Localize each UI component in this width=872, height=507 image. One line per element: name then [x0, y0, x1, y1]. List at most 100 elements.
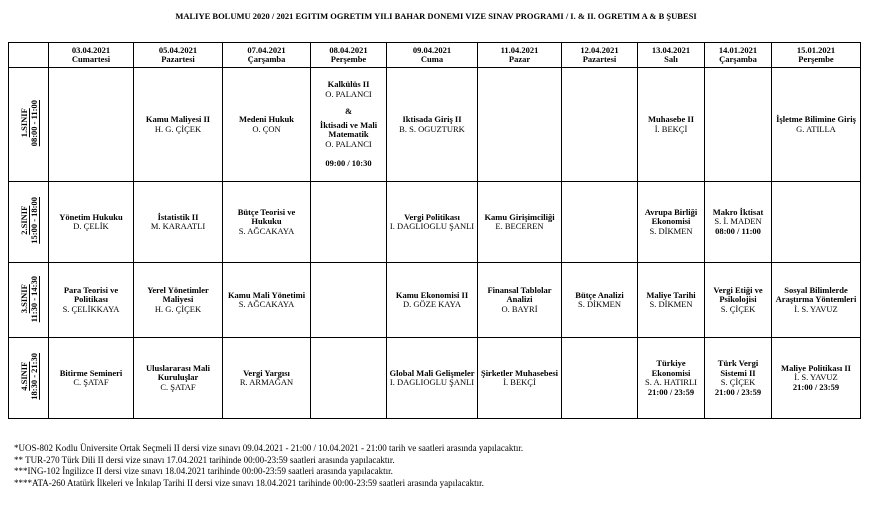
exam-cell	[561, 67, 638, 182]
course-name: Uluslararası Mali Kuruluşlar	[146, 362, 210, 383]
exam-cell	[310, 181, 387, 263]
footnotes: *UOS-802 Kodlu Üniversite Ortak Seçmeli …	[14, 443, 523, 489]
exam-cell: Kamu Maliyesi II H. G. ÇİÇEK	[133, 67, 223, 182]
teacher-name: D. ÇELİK	[73, 221, 109, 231]
course-name: İşletme Bilimine Giriş	[776, 114, 856, 124]
exam-time: 21:00 / 23:59	[792, 381, 840, 392]
schedule-table: 03.04.2021 Cumartesi 05.04.2021 Pazartesi 07…	[8, 42, 861, 419]
course-name: Muhasebe II	[647, 114, 695, 124]
class-name: 4.SINIF	[18, 362, 29, 392]
course-name: Türkiye Ekonomisi	[651, 358, 691, 378]
column-date: 08.04.2021	[329, 44, 368, 55]
teacher-name: S. ÇELİKKAYA	[62, 303, 120, 314]
class-time: 08:00 - 11:00	[28, 100, 39, 147]
course-name: Kamu Girişimciliği	[484, 211, 555, 222]
exam-cell: İstatistik II M. KARAATLI	[133, 181, 223, 263]
teacher-name: S. DİKMEN	[649, 299, 693, 309]
footnote: ** TUR-270 Türk Dili II dersi vize sınav…	[14, 454, 395, 465]
exam-cell: Maliye Tarihi S. DİKMEN	[637, 262, 705, 338]
corner-cell	[8, 42, 49, 68]
course-name: Bitirme Semineri	[59, 367, 123, 378]
course-name: Avrupa Birliği Ekonomisi	[644, 206, 698, 227]
teacher-name: O. PALANCI	[325, 138, 372, 149]
course-name: İktisadi ve Mali Matematik	[319, 119, 378, 140]
exam-cell: Finansal Tablolar Analizi O. BAYRİ	[477, 262, 562, 338]
course-name: Şirketler Muhasebesi	[480, 367, 559, 378]
teacher-name: B. S. OGUZTURK	[399, 123, 465, 134]
teacher-name: C. ŞATAF	[160, 381, 196, 392]
row-label: 1.SINIF 08:00 - 11:00	[19, 100, 39, 146]
column-header: 09.04.2021 Cuma	[386, 42, 478, 68]
course-name: Kamu Mali Yönetimi	[227, 289, 306, 300]
column-date: 14.01.2021	[718, 44, 758, 55]
course-name: Medeni Hukuk	[238, 114, 295, 124]
teacher-name: İ. BEKÇİ	[503, 377, 536, 387]
exam-time: 21:00 / 23:59	[714, 386, 762, 397]
course-name: Vergi Politikası	[404, 211, 460, 222]
header-row: 03.04.2021 Cumartesi 05.04.2021 Pazartesi 07…	[8, 42, 861, 68]
schedule-row: 3.SINIF 11:30 - 14:30 Para Teorisi ve Poli…	[8, 262, 861, 338]
course-name: Kamu Maliyesi II	[145, 114, 211, 124]
course-name: Finansal Tablolar Analizi	[487, 284, 552, 305]
teacher-name: E. BECEREN	[495, 221, 544, 231]
teacher-name: H. G. ÇİÇEK	[154, 303, 202, 314]
column-date: 07.04.2021	[247, 44, 286, 55]
teacher-name: S. AĞCAKAYA	[238, 299, 295, 309]
course-name: Vergi Yargısı	[243, 367, 290, 378]
row-label: 3.SINIF 11:30 - 14:30	[19, 276, 39, 322]
exam-cell	[704, 67, 772, 182]
column-date: 03.04.2021	[71, 44, 111, 55]
teacher-name: S. A. HATIRLI	[645, 377, 697, 387]
column-day: Çarşamba	[719, 54, 757, 64]
exam-cell: Kamu Ekonomisi II D. GÖZE KAYA	[386, 262, 478, 338]
teacher-name: O. BAYRİ	[501, 303, 538, 314]
course-name: Bütçe Analizi	[575, 289, 624, 300]
exam-cell: Maliye Politikası II İ. S. YAVUZ 21:00 / 2…	[771, 337, 861, 419]
exam-cell: Yönetim Hukuku D. ÇELİK	[48, 181, 134, 263]
teacher-name: O. PALANCI	[325, 88, 372, 99]
exam-cell	[477, 67, 562, 182]
teacher-name: S. DİKMEN	[578, 299, 621, 309]
course-name: Kalkülüs II	[327, 79, 370, 90]
course-name: Yönetim Hukuku	[59, 211, 123, 222]
course-name: Kamu Ekonomisi II	[395, 289, 469, 300]
course-name: Makro İktisat	[712, 206, 764, 217]
column-day: Pazartesi	[582, 54, 617, 64]
column-date: 13.04.2021	[651, 44, 691, 55]
column-date: 15.01.2021	[796, 44, 836, 55]
footnote: ***ING-102 İngilizce II dersi vize sınav…	[14, 466, 393, 476]
column-day: Cuma	[420, 54, 444, 64]
exam-cell: Global Mali Gelişmeler I. DAGLIOGLU ŞANLI	[386, 337, 478, 419]
class-time: 11:30 - 14:30	[28, 275, 39, 322]
row-label-cell: 3.SINIF 11:30 - 14:30	[8, 262, 49, 338]
column-day: Perşembe	[798, 54, 834, 64]
exam-cell: Muhasebe II İ. BEKÇİ	[637, 67, 705, 182]
exam-cell	[771, 181, 861, 263]
exam-cell: Sosyal Bilimlerde Araştırma Yöntemleri İ.…	[771, 262, 861, 338]
class-name: 3.SINIF	[18, 284, 29, 314]
exam-time: 09:00 / 10:30	[325, 158, 372, 169]
column-header: 13.04.2021 Salı	[637, 42, 705, 68]
teacher-name: H. G. ÇİÇEK	[154, 123, 202, 134]
column-header: 08.04.2021 Perşembe	[310, 42, 387, 68]
row-label-cell: 4.SINIF 18:30 - 21:30	[8, 337, 49, 419]
column-header: 15.01.2021 Perşembe	[771, 42, 861, 68]
exam-time: 21:00 / 23:59	[647, 386, 695, 397]
exam-cell: Türkiye Ekonomisi S. A. HATIRLI 21:00 / 23…	[637, 337, 705, 419]
column-date: 12.04.2021	[580, 44, 619, 55]
row-label: 4.SINIF 18:30 - 21:30	[19, 353, 39, 400]
teacher-name: C. ŞATAF	[73, 377, 109, 387]
exam-cell: Iktisada Giriş II B. S. OGUZTURK	[386, 67, 478, 182]
exam-cell	[48, 67, 134, 182]
exam-cell	[310, 262, 387, 338]
exam-cell	[310, 337, 387, 419]
teacher-name: S. ÇİÇEK	[720, 303, 756, 314]
course-name: Global Mali Gelişmeler	[389, 367, 475, 378]
teacher-name: İ. S. YAVUZ	[794, 372, 838, 383]
column-header: 07.04.2021 Çarşamba	[222, 42, 311, 68]
column-day: Çarşamba	[247, 54, 286, 64]
class-name: 1.SINIF	[18, 108, 29, 138]
exam-cell: Para Teorisi ve Politikası S. ÇELİKKAYA	[48, 262, 134, 338]
exam-cell: Kalkülüs II O. PALANCI & İktisadi ve Mali M…	[310, 67, 387, 182]
